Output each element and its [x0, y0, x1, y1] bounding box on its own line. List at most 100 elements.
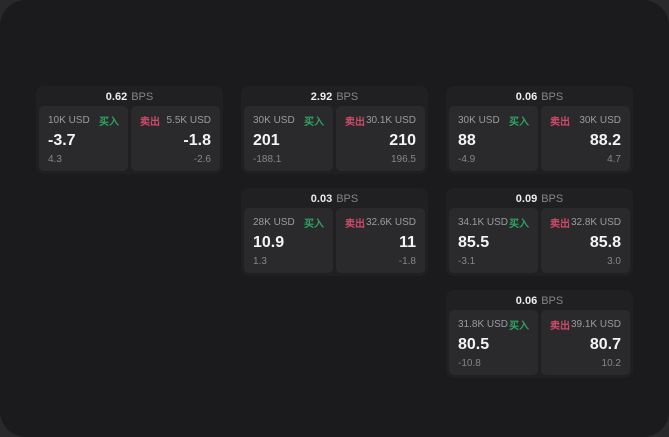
- sell-price: 80.7: [589, 335, 621, 353]
- spread-header: 0.09 BPS: [449, 191, 630, 208]
- buy-notional-label: 31.8K USD: [458, 319, 509, 330]
- buy-side-label: 买入: [304, 219, 324, 230]
- buy-secondary-value: -188.1: [253, 153, 282, 165]
- sell-price: 88.2: [589, 131, 621, 149]
- buy-panel-top: 10K USD 买入: [48, 113, 119, 128]
- buy-quote-panel[interactable]: 30K USD 买入 88 -4.9: [449, 106, 538, 171]
- buy-quote-panel[interactable]: 31.8K USD 买入 80.5 -10.8: [449, 310, 538, 375]
- sell-notional-label: 30.1K USD: [365, 115, 416, 126]
- sell-notional-label: 32.8K USD: [570, 217, 621, 228]
- spread-value: 0.06: [515, 295, 538, 307]
- buy-quote-panel[interactable]: 30K USD 买入 201 -188.1: [244, 106, 333, 171]
- sell-panel-top: 卖出 5.5K USD: [140, 113, 211, 128]
- buy-side-label: 买入: [304, 117, 324, 128]
- buy-price: 80.5: [458, 335, 490, 353]
- buy-price: -3.7: [48, 131, 76, 149]
- spread-header: 0.06 BPS: [449, 293, 630, 310]
- buy-price: 88: [458, 131, 476, 149]
- buy-quote-panel[interactable]: 28K USD 买入 10.9 1.3: [244, 208, 333, 273]
- spread-unit: BPS: [131, 91, 154, 103]
- spread-unit: BPS: [541, 295, 564, 307]
- buy-price: 10.9: [253, 233, 285, 251]
- sell-side-label: 卖出: [140, 117, 160, 128]
- quote-card: 0.09 BPS 34.1K USD 买入 85.5 -3.1 卖出 32.8K…: [446, 188, 633, 276]
- sell-notional-label: 39.1K USD: [570, 319, 621, 330]
- sell-quote-panel[interactable]: 卖出 5.5K USD -1.8 -2.6: [131, 106, 220, 171]
- sell-price: 85.8: [589, 233, 621, 251]
- spread-header: 0.03 BPS: [244, 191, 425, 208]
- sell-side-label: 卖出: [345, 219, 365, 230]
- spread-unit: BPS: [541, 91, 564, 103]
- sell-secondary-value: 3.0: [607, 255, 621, 267]
- quote-card: 0.03 BPS 28K USD 买入 10.9 1.3 卖出 32.6K US…: [241, 188, 428, 276]
- buy-side-label: 买入: [509, 117, 529, 128]
- sell-price: 210: [389, 131, 416, 149]
- quote-panels: 28K USD 买入 10.9 1.3 卖出 32.6K USD 11 -1.8: [244, 208, 425, 273]
- spread-unit: BPS: [336, 193, 359, 205]
- sell-quote-panel[interactable]: 卖出 30K USD 88.2 4.7: [541, 106, 630, 171]
- spread-header: 0.06 BPS: [449, 89, 630, 106]
- buy-secondary-value: -10.8: [458, 357, 481, 369]
- sell-quote-panel[interactable]: 卖出 32.8K USD 85.8 3.0: [541, 208, 630, 273]
- spread-header: 0.62 BPS: [39, 89, 220, 106]
- sell-notional-label: 30K USD: [579, 115, 621, 126]
- sell-notional-label: 32.6K USD: [365, 217, 416, 228]
- buy-side-label: 买入: [509, 219, 529, 230]
- sell-secondary-value: 4.7: [607, 153, 621, 165]
- sell-panel-top: 卖出 32.6K USD: [345, 215, 416, 230]
- sell-secondary-value: -2.6: [193, 153, 211, 165]
- spread-unit: BPS: [336, 91, 359, 103]
- spread-value: 0.06: [515, 91, 538, 103]
- quote-panels: 34.1K USD 买入 85.5 -3.1 卖出 32.8K USD 85.8…: [449, 208, 630, 273]
- sell-price: -1.8: [183, 131, 211, 149]
- buy-panel-top: 31.8K USD 买入: [458, 317, 529, 332]
- buy-panel-top: 30K USD 买入: [253, 113, 324, 128]
- buy-quote-panel[interactable]: 10K USD 买入 -3.7 4.3: [39, 106, 128, 171]
- quote-card: 2.92 BPS 30K USD 买入 201 -188.1 卖出 30.1K …: [241, 86, 428, 174]
- sell-side-label: 卖出: [550, 321, 570, 332]
- buy-notional-label: 30K USD: [458, 115, 500, 126]
- sell-secondary-value: -1.8: [398, 255, 416, 267]
- quote-panels: 10K USD 买入 -3.7 4.3 卖出 5.5K USD -1.8 -2.…: [39, 106, 220, 171]
- buy-price: 201: [253, 131, 280, 149]
- quote-panels: 30K USD 买入 201 -188.1 卖出 30.1K USD 210 1…: [244, 106, 425, 171]
- buy-secondary-value: -3.1: [458, 255, 476, 267]
- buy-panel-top: 34.1K USD 买入: [458, 215, 529, 230]
- sell-panel-top: 卖出 30K USD: [550, 113, 621, 128]
- sell-price: 11: [399, 233, 416, 251]
- spread-value: 0.03: [310, 193, 333, 205]
- buy-price: 85.5: [458, 233, 490, 251]
- buy-notional-label: 28K USD: [253, 217, 295, 228]
- buy-side-label: 买入: [509, 321, 529, 332]
- sell-secondary-value: 10.2: [601, 357, 621, 369]
- quote-panels: 31.8K USD 买入 80.5 -10.8 卖出 39.1K USD 80.…: [449, 310, 630, 375]
- sell-panel-top: 卖出 30.1K USD: [345, 113, 416, 128]
- sell-side-label: 卖出: [550, 219, 570, 230]
- spread-value: 2.92: [310, 91, 333, 103]
- buy-panel-top: 30K USD 买入: [458, 113, 529, 128]
- sell-side-label: 卖出: [345, 117, 365, 128]
- sell-quote-panel[interactable]: 卖出 32.6K USD 11 -1.8: [336, 208, 425, 273]
- buy-secondary-value: 4.3: [48, 153, 62, 165]
- sell-panel-top: 卖出 32.8K USD: [550, 215, 621, 230]
- sell-quote-panel[interactable]: 卖出 39.1K USD 80.7 10.2: [541, 310, 630, 375]
- sell-secondary-value: 196.5: [390, 153, 416, 165]
- spread-value: 0.09: [515, 193, 538, 205]
- spread-header: 2.92 BPS: [244, 89, 425, 106]
- buy-notional-label: 10K USD: [48, 115, 90, 126]
- sell-side-label: 卖出: [550, 117, 570, 128]
- buy-panel-top: 28K USD 买入: [253, 215, 324, 230]
- buy-notional-label: 34.1K USD: [458, 217, 509, 228]
- spread-unit: BPS: [541, 193, 564, 205]
- quote-card: 0.06 BPS 30K USD 买入 88 -4.9 卖出 30K USD 8…: [446, 86, 633, 174]
- quote-card: 0.62 BPS 10K USD 买入 -3.7 4.3 卖出 5.5K USD…: [36, 86, 223, 174]
- sell-panel-top: 卖出 39.1K USD: [550, 317, 621, 332]
- spread-value: 0.62: [105, 91, 128, 103]
- quote-grid: 0.62 BPS 10K USD 买入 -3.7 4.3 卖出 5.5K USD…: [36, 86, 633, 378]
- quote-panels: 30K USD 买入 88 -4.9 卖出 30K USD 88.2 4.7: [449, 106, 630, 171]
- sell-notional-label: 5.5K USD: [166, 115, 211, 126]
- sell-quote-panel[interactable]: 卖出 30.1K USD 210 196.5: [336, 106, 425, 171]
- buy-notional-label: 30K USD: [253, 115, 295, 126]
- buy-quote-panel[interactable]: 34.1K USD 买入 85.5 -3.1: [449, 208, 538, 273]
